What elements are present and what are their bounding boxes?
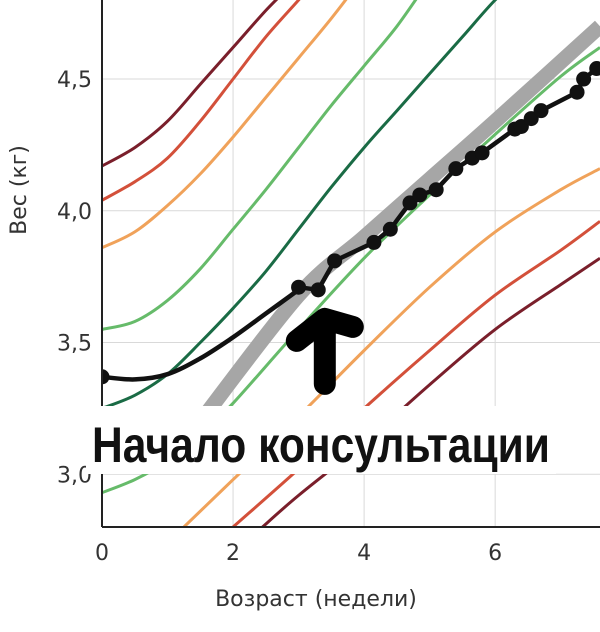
x-tick-label: 2 [226,541,240,566]
percentile-curve [102,0,279,168]
reference-band [194,20,600,427]
annotation-group: Начало консультации [86,307,556,474]
percentile-curve [102,0,498,410]
data-point [474,145,490,161]
y-tick-label: 4,5 [57,68,92,93]
annotation-label: Начало консультации [92,417,550,473]
data-point [533,103,549,119]
tick-labels: 0 2 4 63,03,54,04,5 [57,68,502,566]
percentile-curve [232,220,600,527]
weight-start-curve [102,287,300,382]
weight-series-layer [102,61,600,385]
percentile-curve [102,0,348,250]
y-tick-label: 4,0 [57,200,92,225]
data-point [102,369,110,385]
annotation-background [86,406,556,474]
reference-band-layer [194,20,600,427]
data-point [291,279,307,295]
up-arrow-icon [285,307,364,395]
data-point [310,282,326,298]
data-point [327,253,343,269]
data-point [382,221,398,237]
x-tick-label: 6 [488,541,502,566]
data-point [448,161,464,177]
percentile-curve [102,0,418,331]
y-axis-title: Вес (кг) [7,145,32,235]
x-tick-label: 0 [95,541,109,566]
x-axis-title: Возраст (недели) [215,587,417,612]
data-point [576,71,592,87]
data-point [569,84,585,100]
data-point [428,182,444,198]
y-tick-label: 3,5 [57,332,92,357]
data-point [589,61,600,77]
grid-lines [102,0,600,527]
plot-area [102,0,600,527]
data-point [412,187,428,203]
x-tick-label: 4 [357,541,371,566]
data-point [366,234,382,250]
percentile-curve [102,0,301,202]
percentile-curve [261,256,600,527]
